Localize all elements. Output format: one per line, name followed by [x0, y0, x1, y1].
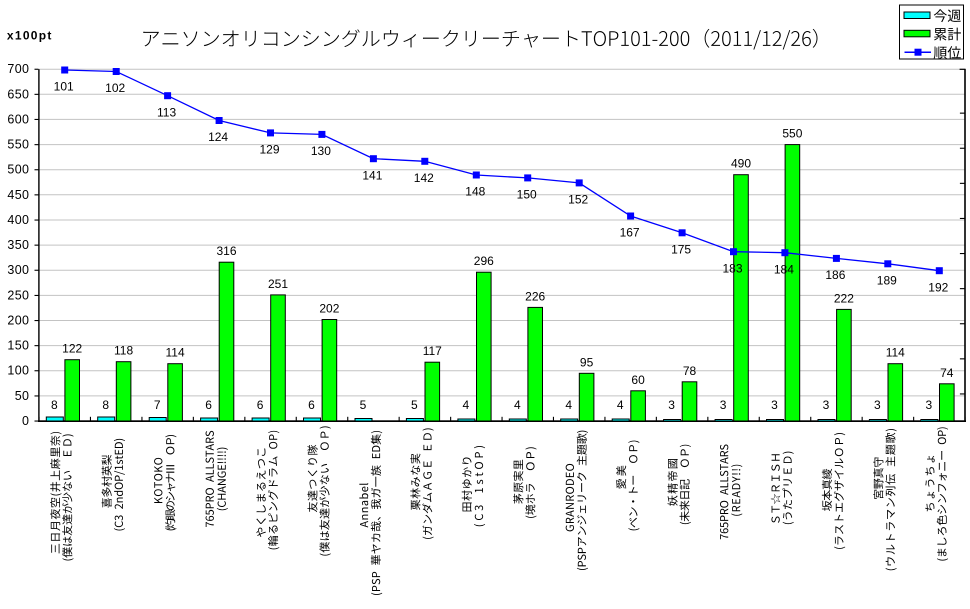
svg-text:5: 5: [411, 398, 418, 412]
svg-text:296: 296: [474, 254, 494, 268]
svg-text:226: 226: [525, 289, 545, 303]
svg-text:78: 78: [683, 364, 697, 378]
svg-text:300: 300: [7, 263, 29, 277]
svg-text:202: 202: [319, 302, 339, 316]
svg-text:130: 130: [311, 144, 331, 158]
svg-text:117: 117: [423, 344, 442, 358]
svg-text:3: 3: [720, 398, 727, 412]
svg-text:50: 50: [15, 389, 30, 403]
svg-text:251: 251: [268, 277, 288, 291]
svg-text:350: 350: [7, 238, 29, 252]
svg-text:150: 150: [517, 188, 537, 202]
svg-text:8: 8: [51, 398, 58, 412]
svg-text:186: 186: [825, 268, 845, 282]
svg-text:316: 316: [216, 244, 236, 258]
svg-text:6: 6: [205, 398, 212, 412]
svg-text:400: 400: [7, 213, 29, 227]
svg-text:3: 3: [926, 398, 933, 412]
svg-text:167: 167: [620, 226, 640, 240]
svg-text:450: 450: [7, 188, 29, 202]
svg-text:114: 114: [886, 346, 905, 360]
svg-text:222: 222: [834, 291, 854, 305]
svg-text:95: 95: [580, 355, 594, 369]
svg-text:7: 7: [154, 398, 161, 412]
svg-text:189: 189: [877, 274, 897, 288]
svg-text:490: 490: [731, 157, 751, 171]
svg-text:60: 60: [631, 373, 645, 387]
svg-text:152: 152: [568, 193, 588, 207]
svg-text:4: 4: [463, 398, 470, 412]
svg-text:6: 6: [257, 398, 264, 412]
svg-text:142: 142: [414, 171, 434, 185]
svg-text:101: 101: [54, 80, 74, 94]
svg-text:150: 150: [7, 339, 29, 353]
svg-text:124: 124: [208, 130, 228, 144]
svg-text:0: 0: [22, 414, 29, 428]
svg-text:113: 113: [157, 105, 176, 119]
svg-text:650: 650: [7, 87, 29, 101]
svg-text:250: 250: [7, 288, 29, 302]
svg-text:3: 3: [668, 398, 675, 412]
svg-text:4: 4: [565, 398, 572, 412]
svg-text:600: 600: [7, 112, 29, 126]
svg-text:175: 175: [671, 243, 691, 257]
svg-text:102: 102: [105, 81, 125, 95]
svg-text:118: 118: [114, 344, 133, 358]
svg-text:550: 550: [782, 127, 802, 141]
svg-text:550: 550: [7, 138, 29, 152]
svg-text:6: 6: [308, 398, 315, 412]
svg-text:114: 114: [166, 346, 185, 360]
svg-text:8: 8: [102, 398, 109, 412]
svg-text:148: 148: [465, 185, 485, 199]
svg-text:4: 4: [617, 398, 624, 412]
svg-text:192: 192: [928, 280, 948, 294]
svg-text:100: 100: [7, 364, 29, 378]
svg-text:4: 4: [514, 398, 521, 412]
svg-text:74: 74: [940, 366, 954, 380]
svg-text:700: 700: [7, 62, 29, 76]
svg-text:5: 5: [360, 398, 367, 412]
svg-text:141: 141: [362, 168, 382, 182]
svg-text:122: 122: [62, 342, 82, 356]
svg-text:3: 3: [823, 398, 830, 412]
svg-text:200: 200: [7, 314, 29, 328]
svg-text:129: 129: [259, 143, 279, 157]
svg-text:183: 183: [722, 261, 742, 275]
svg-text:500: 500: [7, 163, 29, 177]
svg-text:3: 3: [771, 398, 778, 412]
svg-text:x100pt: x100pt: [7, 29, 53, 43]
svg-text:184: 184: [774, 262, 794, 276]
svg-text:3: 3: [874, 398, 881, 412]
